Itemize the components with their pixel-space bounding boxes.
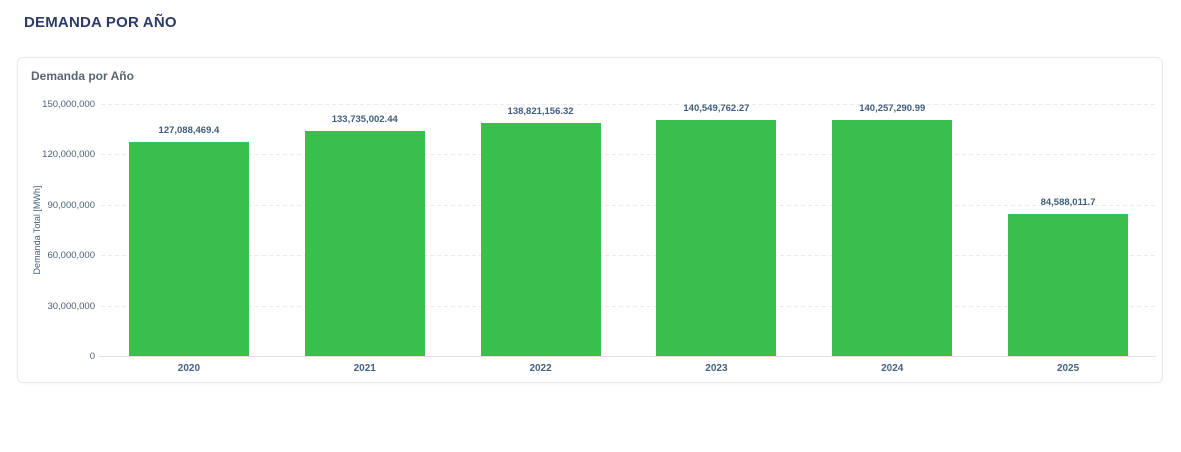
y-tick-label: 150,000,000 [42,99,95,110]
grid-line [101,104,1156,105]
grid-line [101,255,1156,257]
bar-value-label: 133,735,002.44 [331,114,398,126]
bar[interactable] [1008,213,1129,356]
bar-value-label: 140,257,290.99 [859,103,926,115]
bar[interactable] [480,122,601,356]
x-tick-label: 2021 [353,363,376,374]
x-tick-label: 2022 [529,363,552,374]
x-tick-label: 2020 [177,363,201,374]
grid-line [101,305,1156,307]
y-tick-label: 0 [89,351,95,362]
chart-card-title: Demanda por Año [31,69,134,83]
y-tick-label: 60,000,000 [47,250,95,262]
bar[interactable] [656,119,777,356]
x-tick-label: 2025 [1056,363,1080,374]
x-axis-line [99,356,1156,357]
bar-value-label: 84,588,011.7 [1040,196,1096,208]
x-tick-label: 2023 [705,363,728,374]
bar-chart: Demanda Total [MWh] 0 30,000,000 60,000,00… [18,58,1162,382]
bar[interactable] [304,131,425,356]
y-tick-label: 30,000,000 [47,300,95,312]
x-tick-label: 2024 [881,363,904,374]
bar-value-label: 140,549,762.27 [683,102,750,114]
grid-line [101,154,1156,156]
y-tick-label: 90,000,000 [47,199,95,211]
bar-value-label: 127,088,469.4 [158,125,220,137]
bar-value-label: 138,821,156.32 [507,105,574,117]
page-title: DEMANDA POR AÑO [24,14,177,31]
y-tick-label: 120,000,000 [42,149,95,161]
bar[interactable] [128,142,249,356]
grid-line [101,204,1156,206]
bar[interactable] [832,120,953,356]
chart-card: Demanda por Año Demanda Total [MWh] 0 30,… [17,57,1163,383]
